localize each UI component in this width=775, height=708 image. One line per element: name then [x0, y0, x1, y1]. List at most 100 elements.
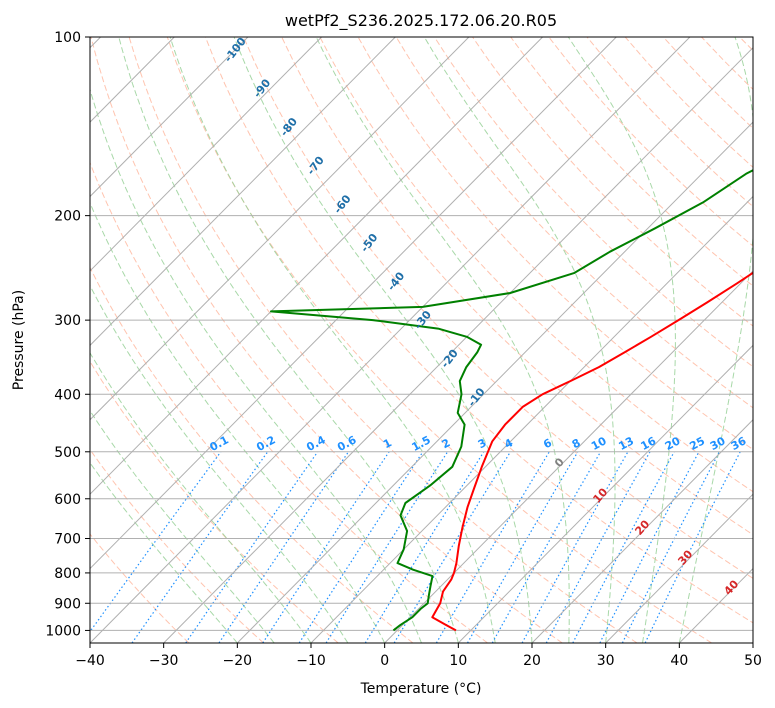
mixing-ratio-line [185, 451, 319, 643]
dry-adiabat-line [90, 266, 414, 643]
isotherm-line [90, 37, 322, 272]
moist-adiabat-label: 20 [632, 517, 652, 537]
dry-adiabat-line [90, 37, 563, 643]
moist-adiabat-label: 30 [675, 547, 695, 567]
x-tick-label: 40 [670, 653, 688, 669]
dry-adiabat-label: -10 [465, 385, 488, 409]
dry-adiabat-line [281, 37, 753, 536]
isotherm-line [90, 37, 543, 495]
mixing-ratio-line [218, 451, 349, 643]
dry-adiabat-line [739, 37, 753, 52]
dry-adiabat-line [472, 37, 753, 327]
isotherm-line [457, 344, 753, 643]
mixing-ratio-line [545, 451, 651, 643]
dry-adiabat-line [204, 37, 753, 624]
dry-adiabat-label: -90 [251, 76, 274, 100]
x-tick-label: −10 [296, 653, 326, 669]
mixing-ratio-label: 0.1 [208, 433, 231, 454]
x-tick-label: 50 [744, 653, 762, 669]
y-tick-label: 300 [54, 313, 81, 329]
x-tick-label: 10 [449, 653, 467, 669]
mixing-ratio-label: 8 [570, 436, 583, 451]
dry-adiabat-label: -70 [304, 154, 327, 178]
x-axis-label: Temperature (°C) [360, 681, 482, 697]
y-tick-label: 900 [54, 596, 81, 612]
moist-adiabat-line [169, 37, 496, 643]
mixing-ratio-label: 10 [589, 434, 609, 453]
temperature-profile-line [431, 271, 753, 632]
moist-adiabat-line [678, 37, 753, 643]
dry-adiabat-line [433, 37, 753, 368]
mixing-ratio-line [644, 451, 741, 643]
isotherm-line [236, 121, 753, 643]
dry-adiabat-line [166, 37, 712, 643]
y-tick-label: 700 [54, 532, 81, 548]
x-tick-label: −40 [75, 653, 105, 669]
moist-adiabat-line [90, 201, 386, 643]
moist-adiabat-line [90, 87, 422, 643]
isotherm-line [752, 642, 753, 643]
mixing-ratio-line [364, 451, 485, 643]
mixing-ratio-label: 0.4 [304, 433, 328, 454]
mixing-ratio-line [435, 451, 550, 643]
y-tick-label: 400 [54, 387, 81, 403]
moist-adiabat-line [315, 37, 570, 643]
moist-adiabat-label: 40 [721, 577, 741, 597]
mixing-ratio-line [521, 451, 629, 643]
dry-adiabat-line [243, 37, 753, 579]
dry-adiabat-line [90, 448, 264, 643]
moist-adiabat-line [90, 462, 238, 643]
isotherm-line [605, 493, 753, 643]
mixing-ratio-line [262, 451, 390, 643]
isotherm-line [90, 37, 249, 198]
isotherm-line [90, 37, 691, 643]
isotherm-line [163, 46, 753, 643]
mixing-ratio-label: 13 [616, 434, 636, 453]
dry-adiabat-line [662, 37, 753, 129]
mixing-ratio-label: 1 [381, 436, 394, 451]
mixing-ratio-line [325, 451, 449, 643]
dry-adiabat-line [90, 533, 190, 643]
chart-title: wetPf2_S236.2025.172.06.20.R05 [285, 11, 557, 31]
mixing-ratio-line [572, 451, 675, 643]
dewpoint-profile-line [270, 169, 753, 632]
mixing-ratio-label: 16 [639, 434, 659, 453]
dry-adiabat-line [319, 37, 753, 493]
x-tick-label: −20 [223, 653, 253, 669]
moist-adiabat-line [118, 37, 459, 643]
mixing-ratio-label: 0.2 [254, 433, 277, 454]
moist-adiabat-line [90, 284, 349, 643]
y-tick-label: 500 [54, 445, 81, 461]
dry-adiabat-label: -50 [358, 231, 381, 255]
mixing-ratio-line [298, 451, 424, 643]
isotherm-line [384, 270, 753, 643]
isotherm-line [678, 567, 753, 643]
dry-adiabat-line [395, 37, 753, 409]
y-tick-label: 600 [54, 492, 81, 508]
dry-adiabat-line [90, 161, 488, 643]
dry-adiabat-line [548, 37, 753, 247]
x-tick-label: 20 [523, 653, 541, 669]
y-tick-label: 1000 [45, 623, 81, 639]
x-tick-label: 30 [597, 653, 615, 669]
mixing-ratio-label: 3 [476, 436, 489, 451]
isotherm-line [90, 37, 617, 570]
plot-frame [89, 36, 754, 644]
mixing-ratio-label: 1.5 [410, 433, 433, 454]
moist-adiabat-line [567, 37, 676, 643]
dry-adiabat-line [128, 37, 638, 643]
mixing-ratio-label: 20 [663, 434, 683, 453]
mixing-ratio-label: 25 [687, 434, 707, 453]
y-tick-label: 800 [54, 566, 81, 582]
moist-adiabat-line [233, 37, 533, 643]
mixing-ratio-line [491, 451, 602, 643]
isotherm-line [90, 37, 470, 421]
y-tick-label: 200 [54, 209, 81, 225]
isotherm-line [310, 195, 753, 643]
y-axis-label: Pressure (hPa) [11, 290, 27, 390]
moist-adiabat-label: 0 [552, 455, 567, 470]
dry-adiabat-line [510, 37, 753, 287]
y-tick-label: 100 [54, 30, 81, 46]
isotherm-line [531, 419, 753, 643]
